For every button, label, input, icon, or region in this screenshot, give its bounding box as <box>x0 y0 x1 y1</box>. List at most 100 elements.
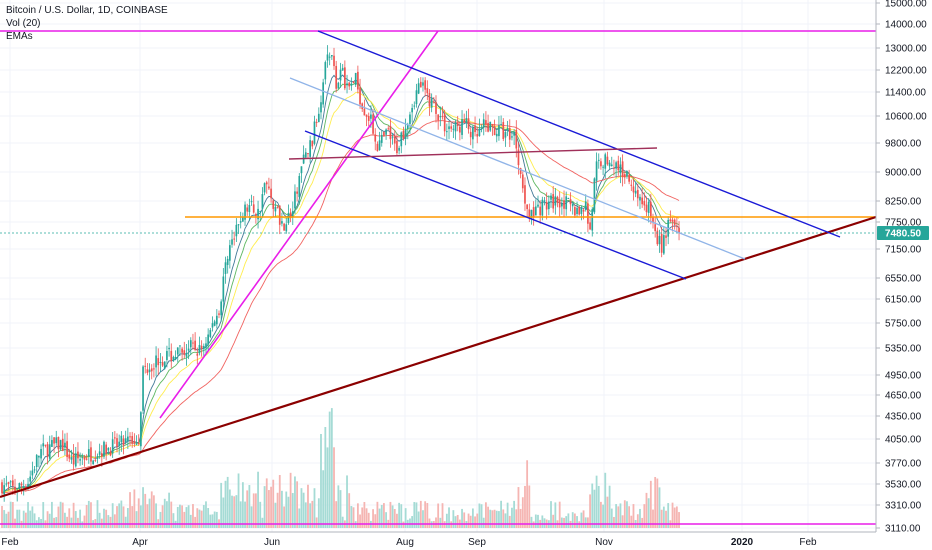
candle-body <box>22 486 25 488</box>
volume-bar <box>554 502 557 528</box>
volume-bar <box>200 510 203 528</box>
last-price-value: 7480.50 <box>885 229 922 240</box>
candle-body <box>120 435 123 443</box>
volume-bar <box>335 501 338 528</box>
volume-bar <box>471 508 474 528</box>
volume-bar <box>129 492 131 528</box>
volume-bar <box>478 503 481 528</box>
volume-bar <box>363 502 366 528</box>
candle-body <box>472 127 474 140</box>
time-tick-label: 2020 <box>731 537 754 548</box>
volume-bar <box>61 502 64 528</box>
candle-body <box>285 224 288 232</box>
volume-bar <box>378 508 381 528</box>
volume-bar <box>83 515 86 528</box>
volume-bar <box>87 500 90 528</box>
candle-body <box>142 366 144 411</box>
candle-body <box>634 190 637 194</box>
candle-body <box>1 482 3 494</box>
candle-body <box>543 200 546 202</box>
candle-body <box>617 160 620 171</box>
price-tick-label: 4350.00 <box>885 412 922 423</box>
candle-body <box>619 164 622 174</box>
candle-body <box>582 209 585 212</box>
volume-bar <box>526 460 529 528</box>
price-axis[interactable]: 3110.00 3310.00 3530.00 3770.00 4050.00 4350.… <box>876 0 927 535</box>
volume-bar <box>389 501 392 528</box>
candle-body <box>220 301 223 316</box>
volume-bar <box>170 501 173 528</box>
candle-body <box>261 194 264 209</box>
volume-bar <box>124 516 127 528</box>
candle-body <box>610 164 613 166</box>
volume-bar <box>205 501 207 528</box>
candle-body <box>166 351 168 361</box>
candle-body <box>374 134 377 142</box>
candle-body <box>200 345 203 349</box>
volume-bar <box>144 493 147 528</box>
price-tick-label: 15000.00 <box>885 0 927 10</box>
volume-bar <box>142 487 144 528</box>
candle-body <box>389 126 392 140</box>
volume-bar <box>139 505 142 528</box>
candle-body <box>563 200 565 209</box>
volume-bar <box>16 509 19 528</box>
volume-bar <box>419 500 422 528</box>
volume-bar <box>593 489 596 528</box>
volume-bar <box>194 516 197 528</box>
candle-body <box>487 122 489 132</box>
volume-bar <box>341 516 344 528</box>
volume-bar <box>257 471 259 528</box>
candle-body <box>415 90 418 105</box>
candle-body <box>367 116 370 121</box>
candle-body <box>309 140 311 157</box>
candle-body <box>300 166 303 174</box>
time-axis[interactable]: Feb Apr Jun Aug Sep Nov 2020 Feb <box>1 537 817 548</box>
candle-body <box>504 132 507 138</box>
candle-body <box>406 124 409 130</box>
candle-body <box>31 470 34 476</box>
volume-bar <box>70 517 73 528</box>
candle-body <box>383 131 385 136</box>
volume-bar <box>543 518 546 528</box>
candle-body <box>257 208 259 220</box>
volume-bar <box>111 503 114 528</box>
candle-body <box>68 454 71 459</box>
candle-body <box>493 126 496 136</box>
volume-bar <box>291 493 294 528</box>
volume-bar <box>654 476 657 528</box>
candle-body <box>545 201 548 210</box>
candle-body <box>528 209 531 218</box>
volume-bar <box>79 509 82 528</box>
volume-bar <box>37 517 40 528</box>
volume-bar <box>448 507 450 528</box>
volume-bar <box>107 515 110 528</box>
candle-body <box>432 101 435 103</box>
volume-bar <box>383 503 385 528</box>
legend-title[interactable]: Bitcoin / U.S. Dollar, 1D, COINBASE <box>6 5 168 16</box>
candle-body <box>281 221 283 224</box>
volume-bar <box>452 510 455 528</box>
legend-volume[interactable]: Vol (20) <box>6 18 41 29</box>
candle-body <box>18 483 21 490</box>
candle-body <box>649 202 652 219</box>
volume-bar <box>300 488 303 528</box>
candle-body <box>393 136 396 144</box>
volume-bar <box>27 502 29 528</box>
candle-body <box>215 315 218 325</box>
volume-bar <box>467 513 470 528</box>
drawings <box>0 30 877 525</box>
candle-body <box>57 436 60 450</box>
legend-ema[interactable]: EMAs <box>6 31 33 42</box>
candle-body <box>530 209 533 219</box>
candle-body <box>27 483 29 488</box>
volume-bar <box>189 514 192 528</box>
volume-bar <box>552 514 555 528</box>
candle-body <box>218 313 220 315</box>
volume-bar <box>9 501 12 528</box>
last-price-tag-bg <box>877 226 929 240</box>
candle-body <box>79 459 81 461</box>
candle-body <box>350 83 353 86</box>
candle-body <box>676 225 678 227</box>
